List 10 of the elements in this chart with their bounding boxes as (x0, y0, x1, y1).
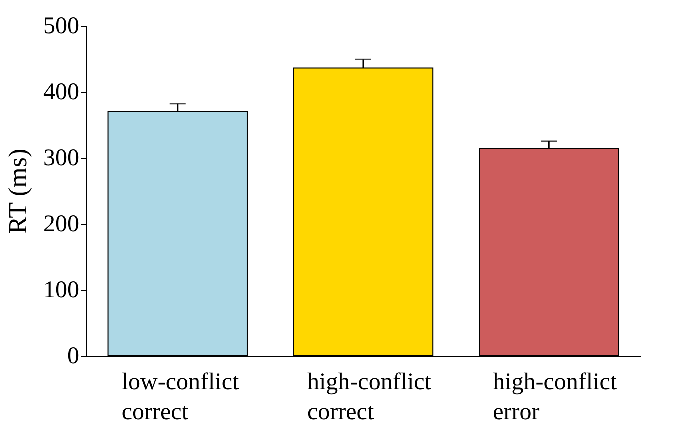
y-tick-label: 100 (44, 278, 80, 304)
y-axis-title: RT (ms) (4, 148, 32, 234)
x-tick-label: low-conflict correct (122, 370, 240, 426)
x-tick-label: high-conflict correct (308, 370, 432, 426)
y-tick-label: 200 (44, 212, 80, 238)
y-tick-label: 500 (44, 14, 80, 40)
y-tick-label: 300 (44, 146, 80, 172)
y-tick-label: 400 (44, 80, 80, 106)
y-tick-label: 0 (68, 344, 80, 370)
x-tick-label: high-conflict error (493, 370, 618, 426)
